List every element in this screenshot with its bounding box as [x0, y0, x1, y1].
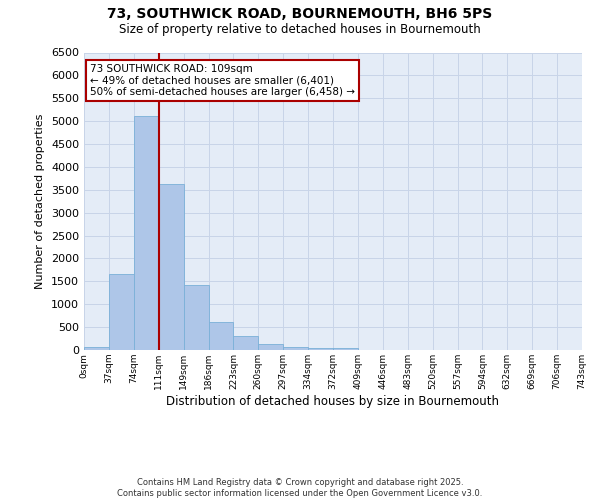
- Text: Contains HM Land Registry data © Crown copyright and database right 2025.
Contai: Contains HM Land Registry data © Crown c…: [118, 478, 482, 498]
- Text: 73 SOUTHWICK ROAD: 109sqm
← 49% of detached houses are smaller (6,401)
50% of se: 73 SOUTHWICK ROAD: 109sqm ← 49% of detac…: [90, 64, 355, 97]
- Bar: [159, 184, 184, 350]
- Bar: [184, 285, 209, 350]
- Text: Size of property relative to detached houses in Bournemouth: Size of property relative to detached ho…: [119, 22, 481, 36]
- Bar: [259, 344, 283, 350]
- Bar: [333, 348, 358, 350]
- Text: 73, SOUTHWICK ROAD, BOURNEMOUTH, BH6 5PS: 73, SOUTHWICK ROAD, BOURNEMOUTH, BH6 5PS: [107, 8, 493, 22]
- Bar: [84, 346, 109, 350]
- Bar: [134, 116, 159, 350]
- Y-axis label: Number of detached properties: Number of detached properties: [35, 114, 46, 289]
- Bar: [283, 347, 308, 350]
- Bar: [109, 274, 134, 350]
- Bar: [308, 348, 333, 350]
- Bar: [209, 322, 233, 350]
- Bar: [233, 336, 259, 350]
- X-axis label: Distribution of detached houses by size in Bournemouth: Distribution of detached houses by size …: [167, 394, 499, 407]
